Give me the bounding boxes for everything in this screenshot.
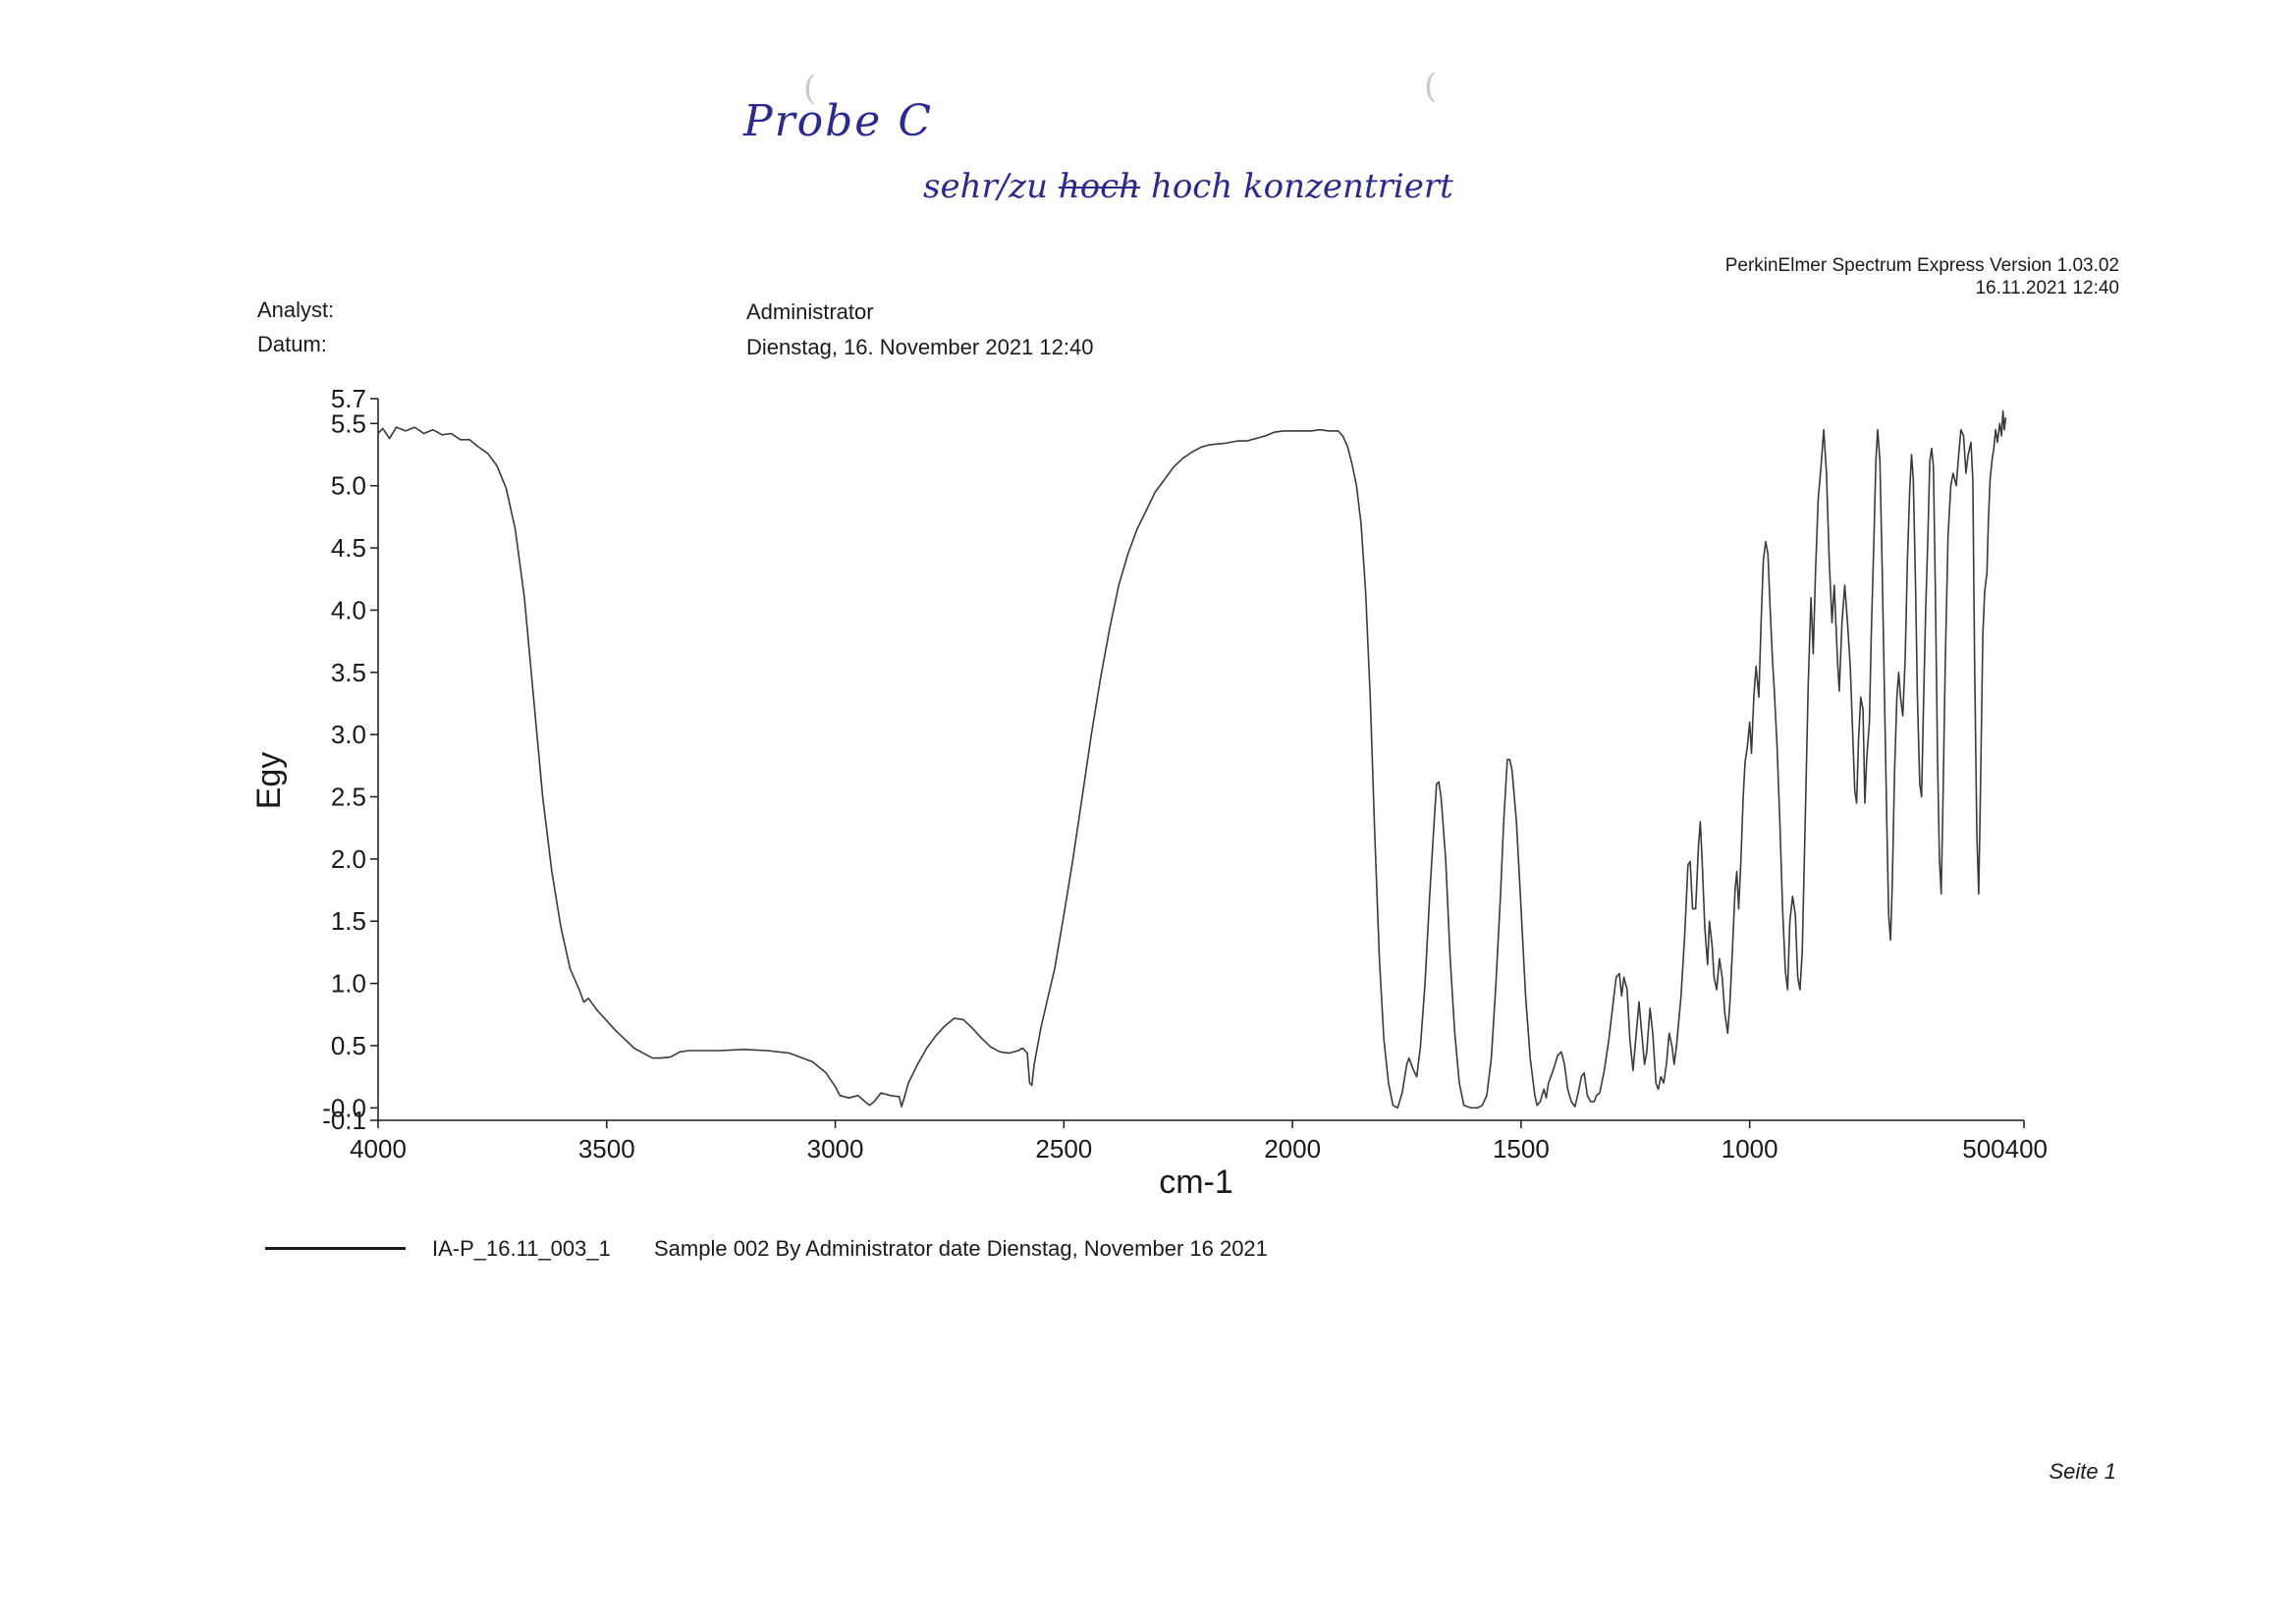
handwritten-note-sample: Probe C (743, 96, 933, 146)
handwritten-note-concentration: sehr/zu hoch hoch konzentriert (923, 167, 1453, 206)
x-tick-label: 3000 (807, 1134, 864, 1164)
y-tick-label: 5.0 (331, 471, 366, 501)
handwritten-note-part-1: sehr/zu (923, 167, 1048, 206)
print-timestamp: 16.11.2021 12:40 (1975, 278, 2119, 298)
x-axis-ticks: 4000 3500 3000 2500 2000 1500 1000 500400 (350, 1120, 2048, 1164)
legend-file-name: IA-P_16.11_003_1 (432, 1236, 611, 1261)
y-tick-label: 4.0 (331, 595, 366, 624)
y-tick-label: 0.5 (331, 1031, 366, 1060)
y-tick-label: 2.0 (331, 844, 366, 874)
y-tick-label: 1.0 (331, 969, 366, 999)
x-tick-label: 2000 (1264, 1134, 1321, 1164)
y-tick-label: 2.5 (331, 783, 366, 812)
x-tick-label: 4000 (350, 1134, 407, 1164)
faint-paren-mark: ( (1424, 67, 1438, 106)
y-tick-label: -0.0 (322, 1093, 366, 1122)
analyst-value: Administrator (746, 299, 874, 324)
software-version: PerkinElmer Spectrum Express Version 1.0… (1724, 255, 2119, 276)
y-tick-label: 3.5 (331, 658, 366, 687)
x-tick-label: 3500 (578, 1134, 635, 1164)
y-axis-ticks: 5.75.5 5.0 4.5 4.0 3.5 3.0 2.5 2.0 1.5 1.0 0.5 -0.0… (322, 384, 378, 1135)
date-value: Dienstag, 16. November 2021 12:40 (746, 335, 1094, 359)
date-label: Datum: (257, 332, 327, 356)
analyst-label: Analyst: (257, 298, 335, 322)
x-tick-label: 500400 (1962, 1134, 2048, 1164)
y-tick-label: -0.1 (322, 1106, 366, 1135)
page-number: Seite 1 (2049, 1459, 2117, 1484)
handwritten-struck-word: hoch (1058, 167, 1141, 206)
y-tick-label: 3.0 (331, 720, 366, 749)
x-axis-label: cm-1 (1159, 1164, 1233, 1201)
legend-line-swatch (265, 1247, 406, 1250)
x-tick-label: 2500 (1035, 1134, 1092, 1164)
spectrum-line (377, 409, 2007, 1110)
y-tick-label: 1.5 (331, 906, 366, 936)
y-tick-label: 5.7 (331, 384, 366, 413)
x-tick-label: 1000 (1722, 1134, 1778, 1164)
x-tick-label: 1500 (1493, 1134, 1550, 1164)
faint-paren-mark: ( (803, 69, 817, 108)
y-tick-label: 5.5 (331, 408, 366, 438)
y-tick-label: 4.5 (331, 533, 366, 563)
handwritten-note-part-2: hoch konzentriert (1150, 167, 1453, 206)
y-axis-label: Egy (250, 752, 288, 810)
chart-series (377, 409, 2007, 1110)
legend-description: Sample 002 By Administrator date Diensta… (654, 1236, 1268, 1261)
